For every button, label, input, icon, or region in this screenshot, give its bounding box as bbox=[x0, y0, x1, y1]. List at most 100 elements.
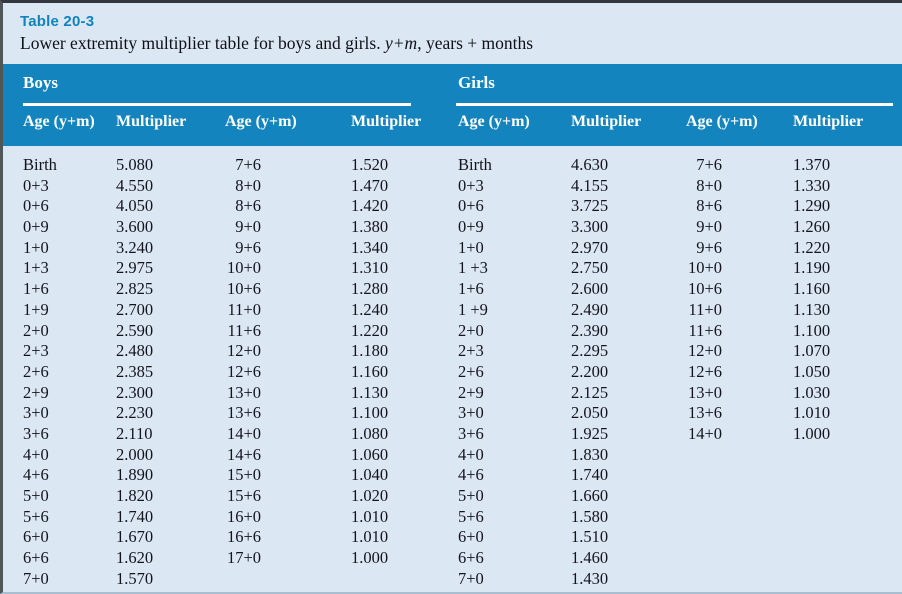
boys-multiplier-cell: 2.230 bbox=[116, 403, 154, 423]
girls-age-cell: 3+6 bbox=[458, 423, 484, 443]
girls-age-cell: 10+6 bbox=[686, 279, 793, 300]
girls-age-cell: 10+6 bbox=[687, 279, 722, 299]
boys-age-cell: 10+6 bbox=[226, 279, 261, 299]
boys-multiplier-cell: 1.010 bbox=[351, 527, 389, 547]
girls-age-cell bbox=[686, 445, 793, 466]
girls-multiplier-cell: 1.460 bbox=[571, 548, 609, 568]
column-header-age: Age (y+m) bbox=[23, 113, 95, 130]
table-body: Birth 5.080 7+6 1.520 Birth 4.630 7+6 1.370 0+3 4… bbox=[3, 146, 902, 589]
boys-age-cell: 16+0 bbox=[226, 506, 261, 526]
table-row: 2+3 2.480 12+0 1.180 2+3 2.295 12+0 1.070 bbox=[3, 341, 902, 362]
girls-age-cell: 11+0 bbox=[688, 299, 722, 319]
girls-age-cell: 9+6 bbox=[686, 238, 793, 259]
girls-age-cell: 12+6 bbox=[686, 362, 793, 383]
boys-multiplier-cell: 1.470 bbox=[351, 175, 389, 195]
boys-multiplier-cell: 1.420 bbox=[351, 196, 389, 216]
girls-multiplier-cell: 1.430 bbox=[571, 568, 609, 588]
girls-age-cell: 11+0 bbox=[686, 300, 793, 321]
table-row: 1+3 2.975 10+0 1.310 1 +3 2.750 10+0 1.190 bbox=[3, 258, 902, 279]
boys-multiplier-cell: 4.550 bbox=[116, 175, 154, 195]
section-label-boys: Boys bbox=[23, 73, 58, 92]
girls-multiplier-cell: 1.030 bbox=[793, 382, 831, 402]
girls-age-cell bbox=[686, 486, 793, 507]
girls-multiplier-cell: 4.155 bbox=[571, 175, 609, 195]
boys-multiplier-cell: 1.180 bbox=[351, 341, 389, 361]
girls-age-cell: 8+6 bbox=[696, 196, 722, 216]
girls-age-cell: 4+0 bbox=[458, 444, 484, 464]
boys-multiplier-cell: 2.825 bbox=[116, 279, 154, 299]
boys-multiplier-cell: 1.620 bbox=[116, 548, 154, 568]
boys-multiplier-cell: 2.975 bbox=[116, 258, 154, 278]
boys-age-cell: 9+6 bbox=[225, 238, 351, 259]
boys-age-cell: 8+0 bbox=[225, 176, 351, 197]
boys-age-cell: 3+0 bbox=[23, 403, 49, 423]
girls-age-cell: 12+0 bbox=[687, 341, 722, 361]
girls-age-cell bbox=[686, 548, 793, 569]
girls-age-cell: 1 +9 bbox=[458, 299, 488, 319]
boys-age-cell bbox=[225, 569, 351, 590]
table-row: Birth 5.080 7+6 1.520 Birth 4.630 7+6 1.370 bbox=[3, 155, 902, 176]
boys-age-cell: 17+0 bbox=[226, 548, 261, 568]
girls-multiplier-cell: 2.390 bbox=[571, 320, 609, 340]
boys-multiplier-cell: 1.820 bbox=[116, 486, 154, 505]
boys-age-cell: 11+0 bbox=[227, 299, 261, 319]
boys-age-cell: 1+9 bbox=[23, 299, 49, 319]
girls-age-cell: 1 +3 bbox=[458, 258, 488, 278]
table-title-block: Table 20-3 Lower extremity multiplier ta… bbox=[3, 3, 902, 64]
boys-multiplier-cell: 1.160 bbox=[351, 361, 389, 381]
boys-multiplier-cell: 1.020 bbox=[351, 486, 389, 505]
boys-multiplier-cell: 1.670 bbox=[116, 527, 154, 547]
boys-multiplier-cell: 1.740 bbox=[116, 506, 154, 526]
table-row: 1+0 3.240 9+6 1.340 1+0 2.970 9+6 1.220 bbox=[3, 238, 902, 259]
girls-age-cell: 9+0 bbox=[696, 217, 722, 237]
boys-age-cell: 12+6 bbox=[226, 361, 261, 381]
girls-age-cell: 0+9 bbox=[458, 217, 484, 237]
table-caption: Lower extremity multiplier table for boy… bbox=[20, 33, 902, 54]
boys-multiplier-cell: 1.040 bbox=[351, 465, 389, 485]
table-row: 3+0 2.230 13+6 1.100 3+0 2.050 13+6 1.010 bbox=[3, 403, 902, 424]
boys-multiplier-cell: 1.130 bbox=[351, 382, 389, 402]
girls-age-cell: 12+0 bbox=[686, 341, 793, 362]
girls-age-cell: 7+0 bbox=[458, 568, 484, 588]
boys-age-cell: 16+6 bbox=[226, 527, 261, 547]
boys-age-cell: 15+6 bbox=[225, 486, 351, 507]
girls-multiplier-cell: 1.260 bbox=[793, 217, 831, 237]
girls-age-cell: 8+0 bbox=[686, 176, 793, 197]
boys-multiplier-cell: 2.590 bbox=[116, 320, 154, 340]
girls-multiplier-cell: 1.000 bbox=[793, 423, 831, 443]
boys-age-cell: 14+6 bbox=[225, 445, 351, 466]
girls-age-cell: 2+6 bbox=[458, 361, 484, 381]
boys-age-cell: 15+0 bbox=[225, 465, 351, 486]
girls-multiplier-cell: 4.630 bbox=[571, 155, 609, 174]
column-header-multiplier: Multiplier bbox=[351, 113, 422, 130]
table-row: 2+6 2.385 12+6 1.160 2+6 2.200 12+6 1.050 bbox=[3, 362, 902, 383]
table-row: 5+6 1.740 16+0 1.010 5+6 1.580 bbox=[3, 507, 902, 528]
table-row: 2+9 2.300 13+0 1.130 2+9 2.125 13+0 1.030 bbox=[3, 383, 902, 404]
boys-multiplier-cell: 1.280 bbox=[351, 279, 389, 299]
table-row: 7+0 1.570 7+0 1.430 bbox=[3, 569, 902, 590]
column-headers-row: Age (y+m) Multiplier Age (y+m) Multiplie… bbox=[3, 113, 902, 131]
column-header-multiplier: Multiplier bbox=[571, 113, 642, 130]
girls-multiplier-cell: 1.220 bbox=[793, 237, 831, 257]
girls-age-cell: 7+6 bbox=[686, 155, 793, 176]
girls-multiplier-cell: 2.125 bbox=[571, 382, 609, 402]
boys-age-cell: 6+6 bbox=[23, 548, 49, 568]
girls-multiplier-cell: 1.100 bbox=[793, 320, 831, 340]
girls-multiplier-cell: 2.295 bbox=[571, 341, 609, 361]
table-row: 6+0 1.670 16+6 1.010 6+0 1.510 bbox=[3, 527, 902, 548]
girls-age-cell: 0+3 bbox=[458, 175, 484, 195]
boys-age-cell: Birth bbox=[23, 155, 57, 174]
girls-multiplier-cell: 1.190 bbox=[793, 258, 831, 278]
boys-age-cell: 1+6 bbox=[23, 279, 49, 299]
boys-multiplier-cell: 1.240 bbox=[351, 299, 389, 319]
column-header-multiplier: Multiplier bbox=[793, 113, 864, 130]
girls-multiplier-cell: 1.050 bbox=[793, 361, 831, 381]
girls-age-cell: 12+6 bbox=[687, 361, 722, 381]
boys-multiplier-cell: 1.520 bbox=[351, 155, 389, 174]
boys-age-cell: 6+0 bbox=[23, 527, 49, 547]
table-row: 0+9 3.600 9+0 1.380 0+9 3.300 9+0 1.260 bbox=[3, 217, 902, 238]
boys-multiplier-cell: 3.240 bbox=[116, 237, 154, 257]
table-row: 2+0 2.590 11+6 1.220 2+0 2.390 11+6 1.100 bbox=[3, 321, 902, 342]
girls-multiplier-cell bbox=[793, 486, 902, 507]
